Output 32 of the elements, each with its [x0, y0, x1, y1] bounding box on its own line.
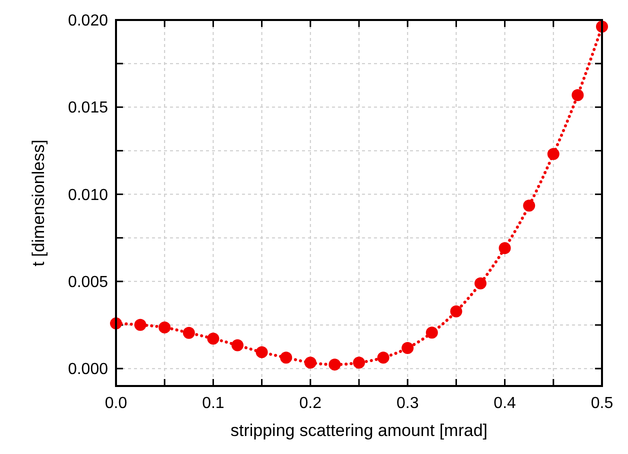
x-tick-label: 0.1 [202, 395, 224, 412]
point [207, 332, 220, 345]
point [353, 356, 365, 369]
y-tick-label: 0.020 [68, 12, 108, 30]
y-tick-label: 0.000 [68, 361, 108, 378]
x-axis-title: stripping scattering amount [mrad] [230, 421, 488, 440]
point [377, 352, 390, 364]
x-tick-label: 0.0 [104, 395, 128, 412]
point [450, 305, 462, 318]
point [572, 89, 584, 102]
point [498, 242, 511, 254]
point [304, 356, 316, 369]
point [474, 277, 486, 290]
x-tick-label: 0.2 [299, 395, 322, 412]
point [328, 358, 341, 371]
point [256, 346, 268, 358]
y-tick-label: 0.015 [68, 100, 108, 117]
point [426, 326, 438, 339]
point [523, 200, 536, 212]
point [182, 326, 195, 339]
x-tick-label: 0.4 [494, 395, 516, 412]
point [280, 352, 292, 364]
y-tick-label: 0.005 [68, 274, 108, 291]
point [402, 342, 414, 354]
x-tick-label: 0.3 [396, 395, 419, 412]
y-tick-label: 0.010 [68, 186, 108, 204]
point [547, 148, 560, 160]
y-axis-title: t [dimensionless] [29, 140, 48, 266]
x-tick-label: 0.5 [590, 395, 614, 412]
point [158, 321, 171, 334]
point [134, 318, 146, 331]
point [232, 339, 244, 352]
